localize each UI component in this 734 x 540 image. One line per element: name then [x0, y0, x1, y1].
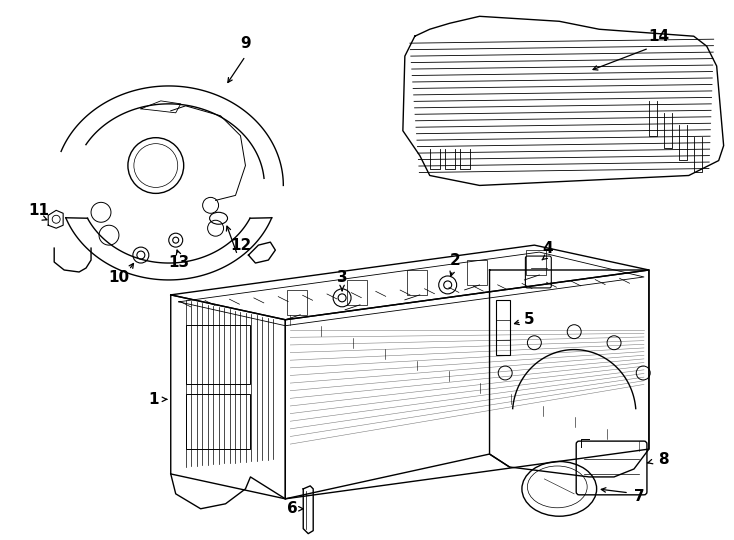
Text: 11: 11	[29, 203, 50, 218]
Text: 14: 14	[648, 29, 669, 44]
Text: 12: 12	[230, 238, 251, 253]
Text: 3: 3	[337, 271, 347, 286]
Text: 2: 2	[449, 253, 460, 267]
Text: 4: 4	[542, 241, 553, 255]
Bar	[287, 290, 308, 315]
Bar	[407, 270, 426, 295]
Text: 10: 10	[109, 271, 129, 286]
Bar	[186, 394, 250, 449]
Bar	[526, 250, 546, 275]
Text: 6: 6	[287, 501, 298, 516]
Text: 13: 13	[168, 254, 189, 269]
Bar	[347, 280, 367, 305]
Bar	[495, 300, 510, 355]
Text: 5: 5	[524, 312, 534, 327]
Bar	[467, 260, 487, 285]
Text: 9: 9	[240, 36, 251, 51]
Text: 8: 8	[658, 451, 669, 467]
Bar	[186, 325, 250, 384]
Text: 1: 1	[148, 392, 159, 407]
Text: 7: 7	[633, 489, 644, 504]
